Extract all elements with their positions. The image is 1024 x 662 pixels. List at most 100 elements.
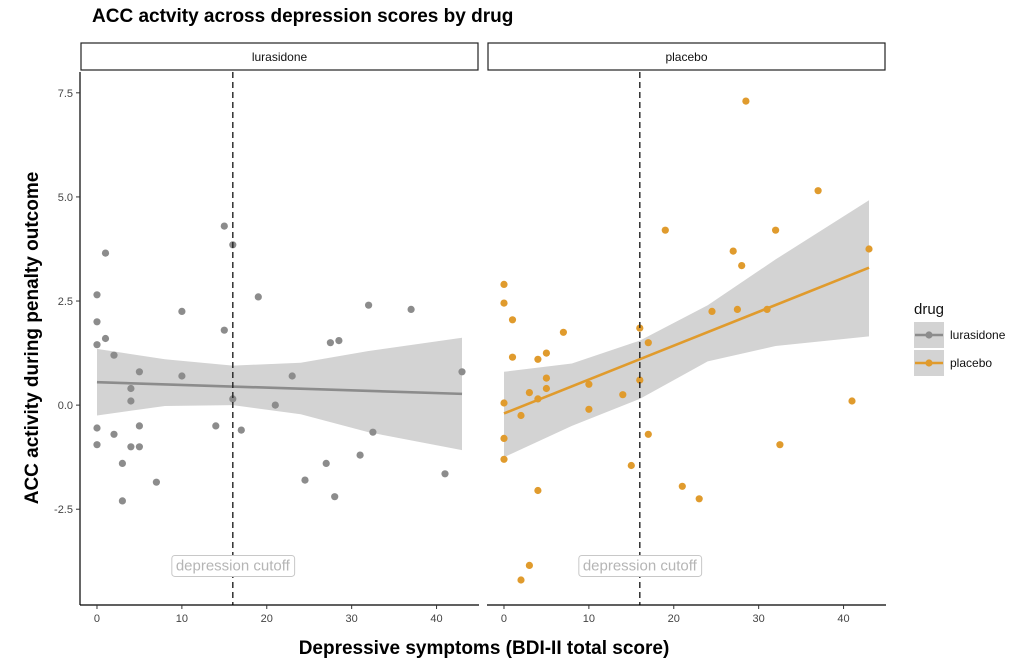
data-point-placebo xyxy=(534,355,542,363)
data-point-lurasidone xyxy=(369,428,377,436)
data-point-placebo xyxy=(738,262,746,270)
data-point-lurasidone xyxy=(335,337,343,345)
x-tick-label-lurasidone: 30 xyxy=(346,613,358,625)
data-point-lurasidone xyxy=(178,307,186,315)
data-point-placebo xyxy=(517,576,525,584)
data-point-lurasidone xyxy=(101,334,110,343)
data-point-placebo xyxy=(500,434,508,442)
cutoff-label-lurasidone: depression cutoff xyxy=(176,557,291,574)
data-point-lurasidone xyxy=(127,443,135,451)
data-point-placebo xyxy=(848,397,856,405)
y-tick-label: 0.0 xyxy=(58,400,73,412)
data-point-lurasidone xyxy=(110,351,118,359)
y-tick-label: 5.0 xyxy=(58,192,73,204)
data-point-placebo xyxy=(636,376,644,384)
data-point-placebo xyxy=(733,305,742,313)
data-point-placebo xyxy=(695,495,703,503)
x-tick-label-placebo: 10 xyxy=(583,613,595,625)
data-point-placebo xyxy=(636,324,644,332)
y-axis-title: ACC activity during penalty outcome xyxy=(22,172,43,505)
data-point-lurasidone xyxy=(135,368,143,376)
data-point-lurasidone xyxy=(93,441,101,449)
data-point-lurasidone xyxy=(110,430,118,438)
x-tick-label-lurasidone: 40 xyxy=(430,613,442,625)
legend-label-placebo: placebo xyxy=(950,356,992,370)
data-point-lurasidone xyxy=(178,372,186,380)
data-point-lurasidone xyxy=(118,497,126,505)
facet-strip-placebo xyxy=(487,42,886,71)
data-point-placebo xyxy=(525,561,534,570)
legend-key-lurasidone-point xyxy=(925,331,933,339)
data-point-lurasidone xyxy=(322,459,330,467)
data-point-lurasidone xyxy=(93,318,101,326)
data-point-lurasidone xyxy=(101,249,110,257)
cutoff-label-box-lurasidone xyxy=(171,554,296,577)
data-point-placebo xyxy=(534,486,542,495)
data-point-placebo xyxy=(678,482,686,490)
data-point-lurasidone xyxy=(254,293,262,301)
data-point-lurasidone xyxy=(458,368,466,376)
data-point-placebo xyxy=(500,280,508,288)
panel-lurasidone: lurasidone depression cutoff 0 10 20 30 40 -2.5… xyxy=(54,42,479,625)
data-point-lurasidone xyxy=(229,395,237,403)
data-point-placebo xyxy=(772,226,780,234)
legend-label-lurasidone: lurasidone xyxy=(950,328,1006,342)
x-axis-title: Depressive symptoms (BDI-II total score) xyxy=(299,638,670,659)
facet-strip-label-placebo: placebo xyxy=(665,50,707,64)
data-point-lurasidone xyxy=(93,291,101,299)
data-point-placebo xyxy=(585,380,593,388)
data-point-placebo xyxy=(865,245,873,253)
legend-key-placebo-point xyxy=(925,359,933,367)
x-tick-label-placebo: 20 xyxy=(668,613,680,625)
cutoff-label-placebo: depression cutoff xyxy=(583,557,698,574)
x-tick-label-lurasidone: 20 xyxy=(261,613,273,625)
facet-strip-lurasidone xyxy=(80,42,479,71)
cutoff-label-box-placebo xyxy=(578,554,703,577)
data-point-placebo xyxy=(814,187,822,195)
data-point-placebo xyxy=(525,389,534,397)
data-point-placebo xyxy=(585,405,593,413)
regression-line-lurasidone xyxy=(96,380,463,396)
data-point-lurasidone xyxy=(407,305,415,313)
x-tick-label-lurasidone: 10 xyxy=(176,613,188,625)
data-point-lurasidone xyxy=(271,401,279,409)
data-point-placebo xyxy=(542,374,551,382)
panel-placebo: placebo depression cutoff 0 10 20 30 40 xyxy=(487,42,886,625)
data-point-placebo xyxy=(661,226,669,234)
data-point-placebo xyxy=(500,455,508,463)
data-point-lurasidone xyxy=(152,478,160,486)
x-tick-label-lurasidone: 0 xyxy=(94,613,100,625)
data-point-placebo xyxy=(508,353,517,361)
data-point-lurasidone xyxy=(326,339,334,347)
data-point-placebo xyxy=(500,299,508,307)
data-point-placebo xyxy=(627,461,635,470)
y-tick-label: -2.5 xyxy=(54,504,73,516)
data-point-lurasidone xyxy=(127,397,135,405)
confidence-band-lurasidone xyxy=(97,337,462,451)
data-point-lurasidone xyxy=(356,451,364,459)
data-point-lurasidone xyxy=(365,301,373,309)
facet-strip-label-lurasidone: lurasidone xyxy=(252,50,308,64)
data-point-lurasidone xyxy=(135,422,143,430)
data-point-lurasidone xyxy=(331,493,339,501)
data-point-lurasidone xyxy=(237,426,245,434)
legend: drug lurasidone placebo xyxy=(914,301,1006,376)
x-tick-label-placebo: 30 xyxy=(753,613,765,625)
data-point-lurasidone xyxy=(93,341,101,349)
data-point-placebo xyxy=(542,349,551,357)
data-point-placebo xyxy=(644,430,652,438)
data-point-placebo xyxy=(500,399,508,407)
data-point-lurasidone xyxy=(441,470,449,478)
legend-title: drug xyxy=(914,301,944,318)
data-point-lurasidone xyxy=(301,476,309,484)
chart-title: ACC actvity across depression scores by … xyxy=(92,6,514,27)
data-point-lurasidone xyxy=(93,424,101,432)
data-point-placebo xyxy=(776,441,784,449)
data-point-lurasidone xyxy=(118,459,126,467)
y-tick-label: 7.5 xyxy=(58,88,73,100)
data-point-placebo xyxy=(644,339,652,347)
data-point-placebo xyxy=(708,307,716,315)
data-point-placebo xyxy=(559,328,568,336)
y-tick-label: 2.5 xyxy=(58,296,73,308)
